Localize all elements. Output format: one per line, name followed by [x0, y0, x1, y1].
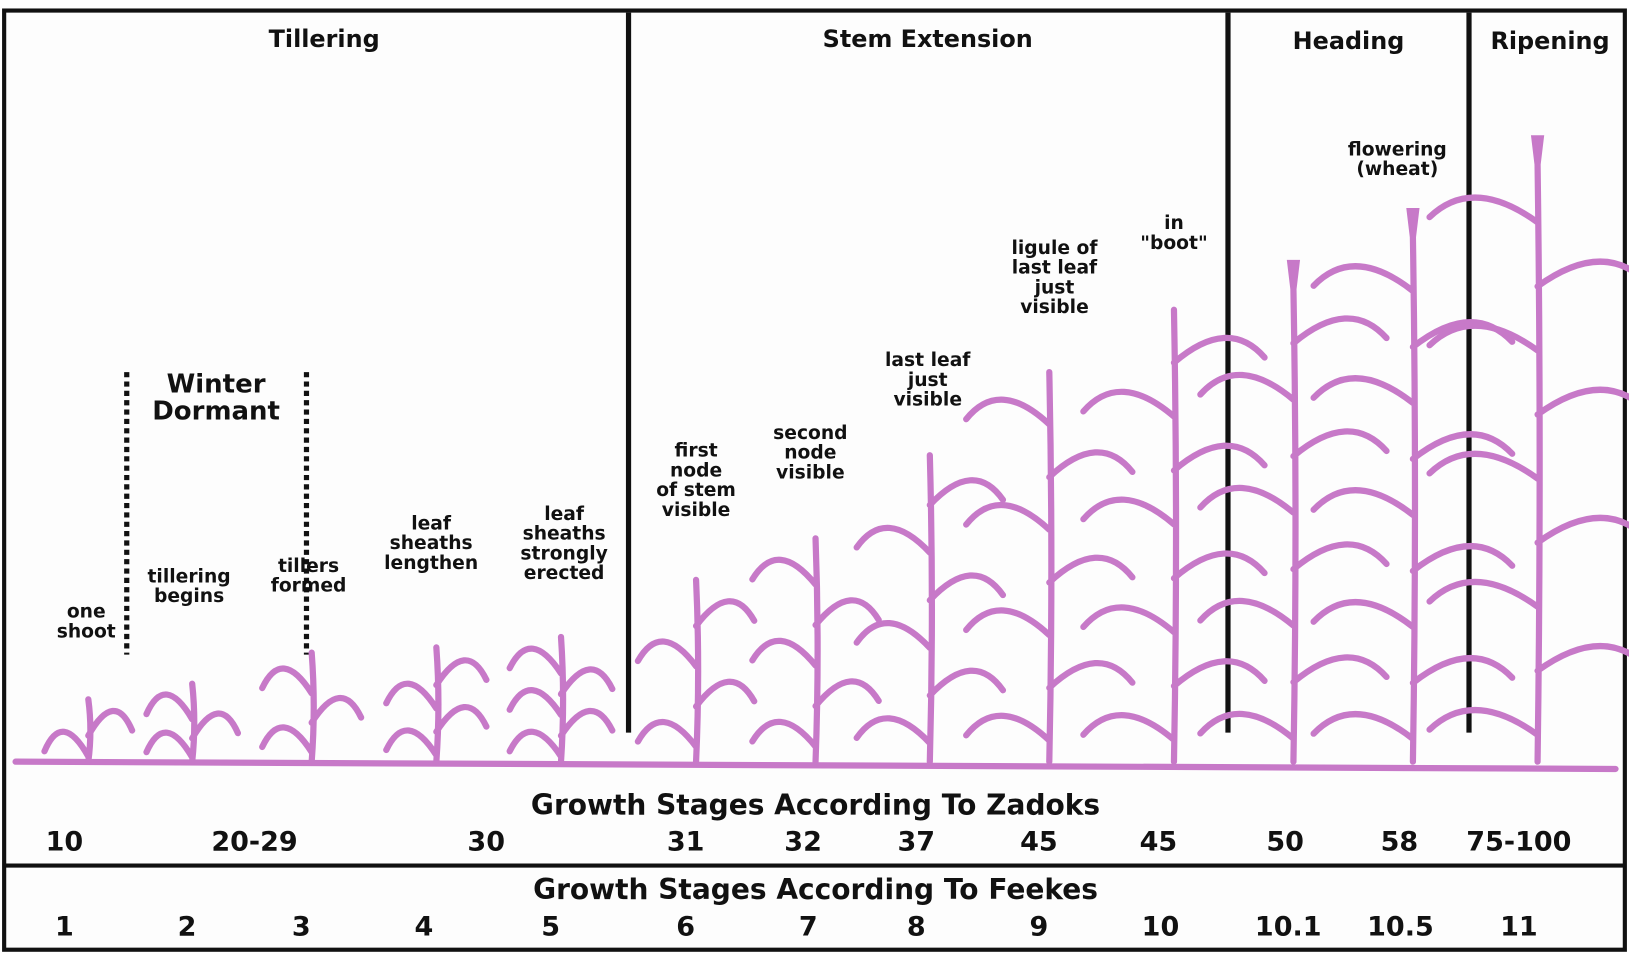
growth-stage-diagram: Tillering Stem Extension Heading Ripening Wi… [0, 0, 1629, 953]
stage-label: lengthen [384, 553, 478, 574]
stage-label: visible [662, 500, 731, 521]
feekes-stage: 2 [178, 912, 197, 943]
stage-label: just [907, 370, 948, 391]
stage-label: visible [893, 390, 962, 411]
stage-label: second [773, 423, 847, 444]
stage-label: last leaf [885, 350, 971, 371]
stage-label: formed [271, 576, 347, 597]
stage-label: last leaf [1012, 258, 1098, 279]
zadoks-stage: 30 [467, 826, 505, 857]
stage-label: visible [1020, 297, 1089, 318]
feekes-stage: 1 [55, 912, 74, 943]
stage-label: "boot" [1140, 233, 1207, 254]
zadoks-stage: 75-100 [1466, 826, 1571, 857]
zadoks-stage: 31 [667, 826, 705, 857]
feekes-stage: 10.5 [1367, 912, 1434, 943]
feekes-title: Growth Stages According To Feekes [533, 873, 1098, 906]
zadoks-stage: 45 [1140, 826, 1178, 857]
stage-label: tillering [148, 566, 231, 587]
stage-label: (wheat) [1356, 159, 1438, 180]
stage-label: begins [154, 586, 224, 607]
stage-label: sheaths [523, 524, 606, 545]
zadoks-stage: 10 [46, 826, 84, 857]
stage-label: just [1034, 277, 1075, 298]
phase-label: Ripening [1490, 27, 1609, 55]
stage-label: ligule of [1011, 238, 1098, 259]
feekes-stage: 4 [414, 912, 433, 943]
stage-label: of stem [656, 480, 736, 501]
phase-label: Heading [1293, 27, 1405, 55]
stage-label: first [675, 441, 718, 462]
feekes-stage: 6 [676, 912, 695, 943]
zadoks-stage: 45 [1020, 826, 1058, 857]
stage-label: node [670, 460, 722, 481]
stage-label: leaf [411, 513, 452, 534]
stage-label: node [784, 443, 836, 464]
feekes-stage: 10 [1142, 912, 1180, 943]
feekes-stage: 5 [541, 912, 560, 943]
stage-label: tillers [278, 556, 339, 577]
stage-label: visible [776, 462, 845, 483]
winter-dormant-label: Dormant [152, 397, 280, 427]
stage-label: one [67, 602, 106, 623]
stage-label: flowering [1348, 139, 1447, 160]
feekes-stage: 7 [799, 912, 818, 943]
zadoks-stage: 32 [784, 826, 822, 857]
feekes-stage: 10.1 [1255, 912, 1322, 943]
zadoks-stage: 20-29 [211, 826, 297, 857]
zadoks-stage: 50 [1266, 826, 1304, 857]
feekes-stage: 8 [907, 912, 926, 943]
feekes-stage: 9 [1030, 912, 1049, 943]
stage-label: shoot [57, 621, 116, 642]
feekes-stage: 11 [1500, 912, 1538, 943]
zadoks-stage: 37 [898, 826, 936, 857]
stage-label: sheaths [390, 533, 473, 554]
stage-label: strongly [520, 543, 607, 564]
winter-dormant-label: Winter [167, 370, 266, 400]
phase-label: Stem Extension [823, 25, 1033, 53]
stage-label: erected [524, 563, 605, 584]
phase-label: Tillering [269, 25, 380, 53]
stage-label: in [1164, 213, 1184, 234]
zadoks-stage: 58 [1381, 826, 1419, 857]
zadoks-title: Growth Stages According To Zadoks [531, 789, 1100, 822]
stage-label: leaf [544, 504, 585, 525]
feekes-stage: 3 [292, 912, 311, 943]
